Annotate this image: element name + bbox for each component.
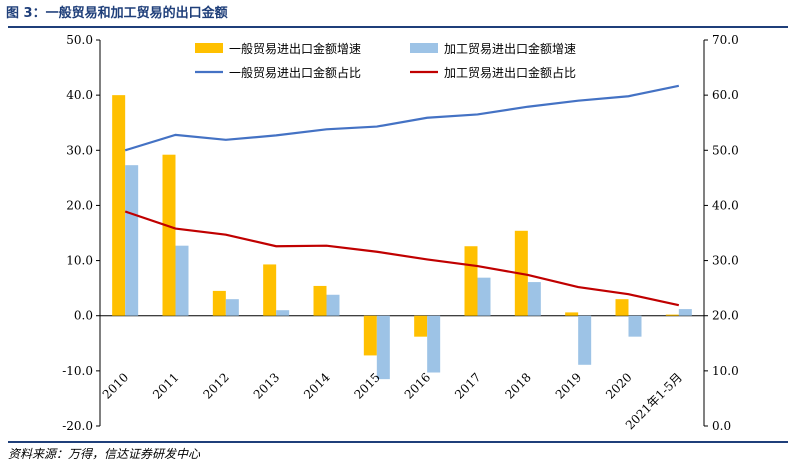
legend-swatch bbox=[195, 43, 223, 53]
bar-general-growth bbox=[665, 314, 679, 316]
x-category-label: 2012 bbox=[200, 370, 231, 401]
footer-rule bbox=[8, 441, 788, 443]
y-right-tick-label: 50.0 bbox=[712, 143, 739, 157]
bar-processing-growth bbox=[427, 315, 441, 373]
bar-general-growth bbox=[263, 264, 277, 316]
bar-processing-growth bbox=[376, 315, 390, 380]
bar-general-growth bbox=[162, 154, 176, 316]
title-rule bbox=[8, 26, 788, 28]
bar-processing-growth bbox=[578, 315, 592, 365]
bar-general-growth bbox=[363, 315, 377, 356]
line-general-share bbox=[124, 84, 680, 152]
bar-processing-growth bbox=[477, 277, 491, 316]
bar-processing-growth bbox=[678, 309, 692, 316]
x-category-label: 2018 bbox=[502, 370, 533, 401]
bar-general-growth bbox=[464, 246, 478, 316]
y-right-tick-label: 10.0 bbox=[712, 364, 739, 378]
y-left-tick-label: 10.0 bbox=[66, 254, 93, 268]
y-right-tick-label: 40.0 bbox=[712, 198, 739, 212]
bar-general-growth bbox=[112, 95, 126, 316]
bar-processing-growth bbox=[628, 315, 642, 337]
x-category-label: 2017 bbox=[452, 370, 483, 401]
bar-general-growth bbox=[414, 315, 428, 337]
legend-label: 加工贸易进出口金额占比 bbox=[444, 65, 576, 80]
legend-label: 加工贸易进出口金额增速 bbox=[444, 41, 576, 56]
y-left-tick-label: -20.0 bbox=[62, 419, 93, 433]
y-right-tick-label: 20.0 bbox=[712, 309, 739, 323]
legend-swatch bbox=[410, 43, 438, 53]
bar-general-growth bbox=[565, 312, 579, 316]
x-category-label: 2019 bbox=[553, 370, 584, 401]
line-processing-share bbox=[124, 210, 680, 307]
y-left-tick-label: 0.0 bbox=[74, 309, 93, 323]
y-left-tick-label: 30.0 bbox=[66, 143, 93, 157]
bar-processing-growth bbox=[326, 294, 340, 316]
bar-processing-growth bbox=[527, 282, 541, 316]
bar-general-growth bbox=[615, 299, 629, 316]
y-right-tick-label: 30.0 bbox=[712, 254, 739, 268]
y-right-tick-label: 70.0 bbox=[712, 33, 739, 47]
x-category-label: 2013 bbox=[251, 370, 282, 401]
source-note: 资料来源：万得，信达证券研发中心 bbox=[8, 447, 201, 461]
chart-title: 图 3：一般贸易和加工贸易的出口金额 bbox=[6, 6, 228, 21]
x-category-label: 2010 bbox=[100, 370, 131, 401]
y-right-tick-label: 0.0 bbox=[712, 419, 731, 433]
y-left-tick-label: 20.0 bbox=[66, 198, 93, 212]
y-left-tick-label: 50.0 bbox=[66, 33, 93, 47]
bar-general-growth bbox=[313, 285, 327, 316]
x-category-label: 2011 bbox=[150, 370, 181, 401]
x-category-label: 2016 bbox=[402, 370, 433, 401]
y-left-tick-label: 40.0 bbox=[66, 88, 93, 102]
x-category-label: 2020 bbox=[603, 370, 634, 401]
x-category-label: 2014 bbox=[301, 370, 333, 402]
bar-processing-growth bbox=[225, 299, 239, 316]
bar-general-growth bbox=[212, 290, 226, 316]
bar-processing-growth bbox=[125, 165, 139, 316]
bar-processing-growth bbox=[175, 245, 189, 316]
bar-processing-growth bbox=[276, 310, 290, 316]
legend-label: 一般贸易进出口金额占比 bbox=[229, 65, 361, 80]
legend-label: 一般贸易进出口金额增速 bbox=[229, 41, 361, 56]
y-left-tick-label: -10.0 bbox=[62, 364, 93, 378]
y-right-tick-label: 60.0 bbox=[712, 88, 739, 102]
